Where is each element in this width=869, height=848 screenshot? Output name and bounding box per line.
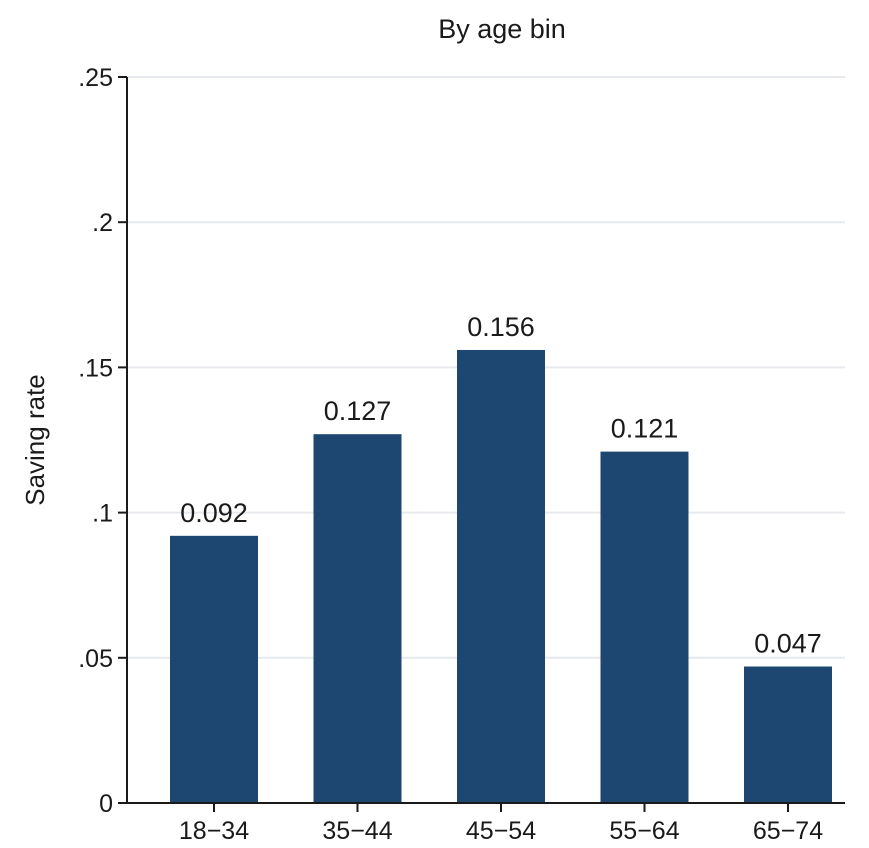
bar-value-label: 0.156 bbox=[467, 312, 535, 342]
y-tick-label: .15 bbox=[78, 354, 113, 382]
bar-5 bbox=[744, 667, 832, 803]
bars bbox=[170, 350, 832, 803]
y-axis-title: Saving rate bbox=[20, 374, 50, 506]
bar-2 bbox=[314, 434, 402, 803]
y-tick-label: .2 bbox=[92, 209, 113, 237]
bar-value-label: 0.127 bbox=[324, 396, 392, 426]
x-tick-label: 35−44 bbox=[322, 817, 392, 843]
bar-1 bbox=[170, 536, 258, 803]
x-tick-label: 18−34 bbox=[179, 817, 249, 843]
bar-value-label: 0.092 bbox=[180, 498, 248, 528]
chart-title: By age bin bbox=[438, 14, 566, 44]
x-tick-label: 55−64 bbox=[609, 817, 679, 843]
bar-value-label: 0.047 bbox=[754, 629, 822, 659]
y-tick-label: .1 bbox=[92, 500, 113, 528]
bar-value-label: 0.121 bbox=[611, 414, 679, 444]
bar-3 bbox=[457, 350, 545, 803]
bar-4 bbox=[601, 452, 689, 803]
y-tick-label: 0 bbox=[99, 790, 113, 818]
y-tick-label: .25 bbox=[78, 64, 113, 92]
y-tick-label: .05 bbox=[78, 645, 113, 673]
x-tick-label: 65−74 bbox=[753, 817, 823, 843]
x-tick-label: 45−54 bbox=[466, 817, 536, 843]
